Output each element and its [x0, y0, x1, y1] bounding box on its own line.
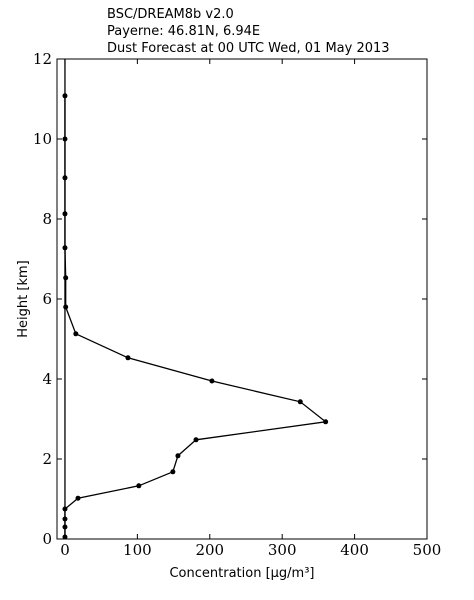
data-point	[63, 304, 69, 310]
data-point	[75, 495, 81, 501]
x-tick-label: 100	[123, 541, 152, 559]
data-point	[62, 245, 68, 251]
data-point	[170, 469, 176, 475]
data-point	[62, 516, 68, 522]
data-point	[175, 453, 181, 459]
y-tick-label: 10	[33, 130, 52, 148]
data-point	[62, 211, 68, 217]
y-tick-label: 0	[42, 530, 52, 548]
data-point	[62, 136, 68, 142]
data-point	[62, 534, 68, 540]
plot-frame	[56, 58, 428, 540]
y-tick-label: 4	[42, 370, 52, 388]
x-tick-label: 0	[60, 541, 70, 559]
y-tick-label: 12	[33, 50, 52, 68]
chart-title: Dust Forecast at 00 UTC Wed, 01 May 2013	[107, 41, 390, 56]
y-axis-label: Height [km]	[16, 260, 31, 337]
data-point	[136, 483, 142, 489]
data-point	[63, 275, 69, 281]
x-axis-label: Concentration [μg/m³]	[169, 566, 314, 581]
data-point	[62, 524, 68, 530]
x-tick-label: 400	[340, 541, 369, 559]
x-tick-label: 200	[195, 541, 224, 559]
x-tick-label: 300	[268, 541, 297, 559]
chart-title: Payerne: 46.81N, 6.94E	[107, 24, 260, 39]
y-tick-label: 6	[42, 290, 52, 308]
x-tick-label: 500	[413, 541, 442, 559]
data-line	[64, 95, 328, 537]
data-point	[62, 506, 68, 512]
y-tick-label: 8	[42, 210, 52, 228]
data-point	[209, 378, 215, 384]
chart-title: BSC/DREAM8b v2.0	[107, 7, 234, 22]
data-point	[62, 175, 68, 181]
data-point	[193, 437, 199, 443]
data-point	[297, 399, 303, 405]
data-point	[323, 419, 329, 425]
data-point	[62, 93, 68, 99]
data-point	[73, 331, 79, 337]
y-tick-label: 2	[42, 450, 52, 468]
data-point	[125, 355, 131, 361]
